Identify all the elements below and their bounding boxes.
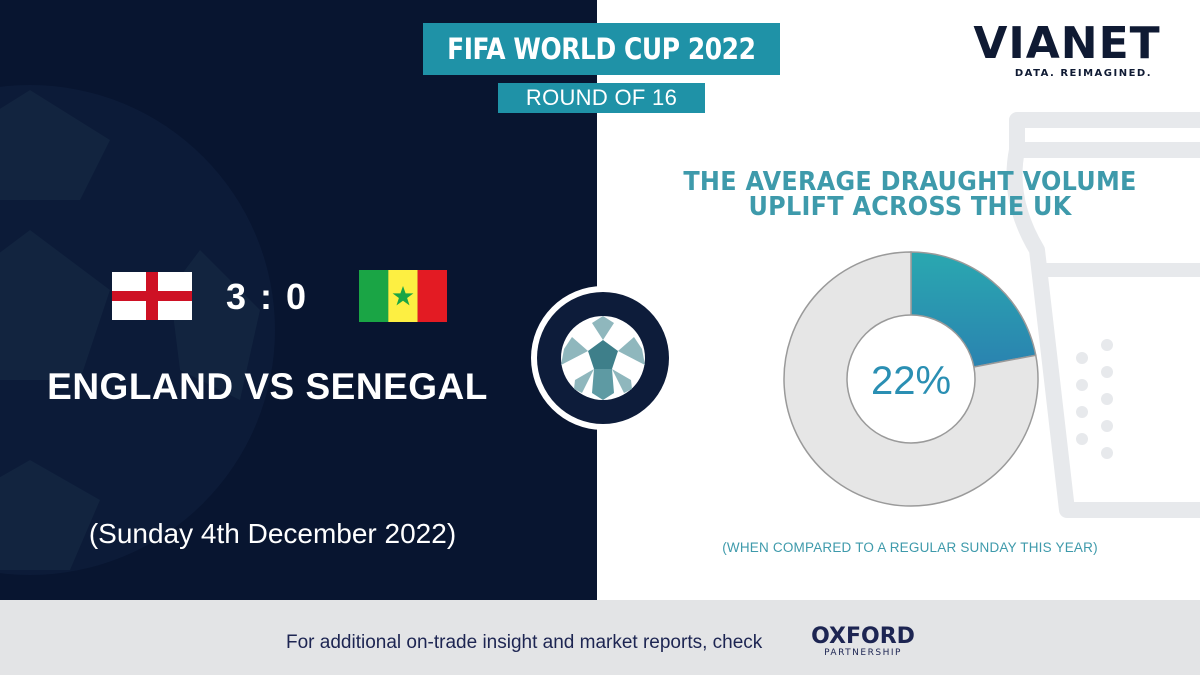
page-subtitle: ROUND OF 16 (525, 85, 678, 110)
page-title: FIFA WORLD CUP 2022 (447, 32, 756, 66)
vianet-logo-text: VIANET (973, 18, 1161, 69)
subtitle-banner: ROUND OF 16 (498, 83, 705, 113)
match-panel: 3 : 0 ENGLAND VS SENEGAL (Sunday 4th Dec… (0, 0, 597, 600)
footer-bar (0, 600, 1200, 675)
vianet-logo: VIANET DATA. REIMAGINED. (962, 22, 1172, 84)
chart-note: (WHEN COMPARED TO A REGULAR SUNDAY THIS … (722, 540, 1098, 555)
title-banner: FIFA WORLD CUP 2022 (423, 23, 780, 75)
match-title: ENGLAND VS SENEGAL (47, 366, 488, 407)
donut-chart: 22% (783, 251, 1039, 507)
match-score: 3 : 0 (225, 276, 309, 317)
chart-title: THE AVERAGE DRAUGHT VOLUME UPLIFT ACROSS… (683, 167, 1137, 222)
oxford-partnership-logo[interactable]: OXFORD PARTNERSHIP (803, 626, 923, 660)
donut-hole (846, 314, 976, 444)
oxford-logo-text: OXFORD (811, 624, 915, 649)
senegal-flag-icon (359, 270, 447, 322)
england-flag-icon (112, 272, 192, 320)
footer-text: For additional on-trade insight and mark… (286, 632, 763, 653)
donut-center-label: 22% (871, 359, 951, 403)
oxford-logo-subtext: PARTNERSHIP (824, 648, 902, 658)
vianet-tagline: DATA. REIMAGINED. (1014, 68, 1152, 79)
football-icon (531, 286, 675, 430)
background-pint-glass-icon (1006, 112, 1200, 518)
background-football-icon (0, 85, 275, 575)
match-date: (Sunday 4th December 2022) (88, 518, 457, 549)
